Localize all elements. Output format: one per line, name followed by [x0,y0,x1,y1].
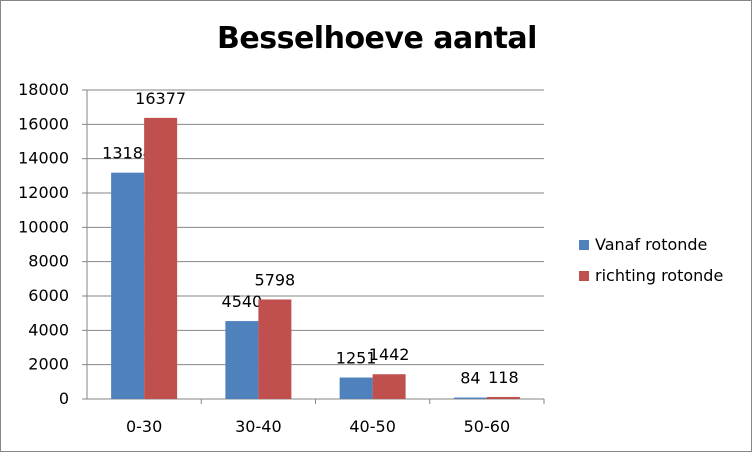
bar-vanaf-rotonde-40-50 [339,377,373,399]
y-tick-label: 4000 [28,320,69,339]
y-tick-label: 12000 [18,183,69,202]
legend-label-richting-rotonde: richting rotonde [595,266,724,285]
y-tick-label: 10000 [18,217,69,236]
data-label-richting-rotonde-0-30: 16377 [135,89,186,108]
legend-swatch-vanaf-rotonde [579,239,589,250]
bar-vanaf-rotonde-30-40 [225,321,259,399]
y-tick-label: 14000 [18,149,69,168]
data-label-richting-rotonde-50-60: 118 [488,368,519,387]
bar-richting-rotonde-40-50 [372,374,406,399]
x-tick-label: 0-30 [126,417,162,436]
data-label-vanaf-rotonde-40-50: 1251 [336,349,377,368]
bar-richting-rotonde-50-60 [486,396,520,399]
bar-vanaf-rotonde-50-60 [453,397,487,399]
y-tick-label: 16000 [18,114,69,133]
data-label-richting-rotonde-40-50: 1442 [369,345,410,364]
data-label-richting-rotonde-30-40: 5798 [255,270,296,289]
legend-item-richting-rotonde: richting rotonde [579,260,723,291]
bar-richting-rotonde-30-40 [258,299,292,399]
data-label-vanaf-rotonde-30-40: 4540 [222,292,263,311]
legend-swatch-richting-rotonde [579,270,589,281]
y-tick-label: 2000 [28,355,69,374]
x-tick-label: 30-40 [235,417,282,436]
legend-label-vanaf-rotonde: Vanaf rotonde [595,235,708,254]
bar-richting-rotonde-0-30 [144,117,178,399]
y-tick-label: 18000 [18,80,69,99]
data-label-vanaf-rotonde-0-30: 13184 [102,144,153,163]
data-label-vanaf-rotonde-50-60: 84 [460,369,480,388]
chart-title: Besselhoeve aantal [217,21,537,56]
x-tick-label: 50-60 [464,417,511,436]
bar-vanaf-rotonde-0-30 [111,172,145,399]
chart-legend: Vanaf rotonde richting rotonde [579,229,723,291]
y-tick-label: 0 [59,389,69,408]
y-tick-label: 6000 [28,286,69,305]
y-tick-label: 8000 [28,252,69,271]
x-tick-label: 40-50 [349,417,396,436]
legend-item-vanaf-rotonde: Vanaf rotonde [579,229,723,260]
